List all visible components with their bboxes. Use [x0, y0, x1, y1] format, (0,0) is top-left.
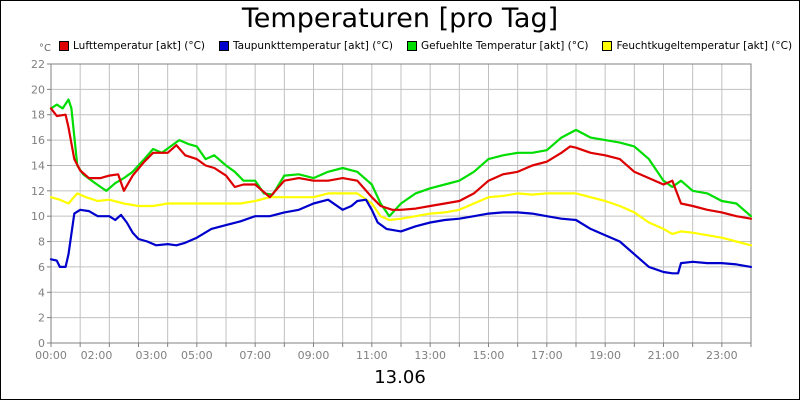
chart-title: Temperaturen [pro Tag] — [241, 3, 559, 34]
legend-label-taupunkttemperatur: Taupunkttemperatur [akt] (°C) — [233, 40, 393, 52]
y-tick-label: 2 — [38, 312, 45, 325]
x-tick-label: 19:00 — [589, 349, 621, 362]
legend-label-feuchtkugeltemperatur: Feuchtkugeltemperatur [akt] (°C) — [616, 40, 793, 52]
legend-swatch-taupunkttemperatur — [219, 41, 229, 51]
legend-item-gefuehlte-temperatur: Gefuehlte Temperatur [akt] (°C) — [406, 40, 589, 52]
series-line-taupunkttemperatur — [49, 198, 753, 275]
legend-swatch-gefuehlte-temperatur — [406, 41, 417, 51]
x-tick-label: 11:00 — [356, 349, 388, 362]
y-tick-label: 0 — [38, 337, 45, 350]
x-tick-label: 21:00 — [648, 349, 680, 362]
legend: Lufttemperatur [akt] (°C) Taupunkttemper… — [59, 39, 800, 53]
x-axis-date-label: 13.06 — [374, 367, 426, 388]
series-line-feuchtkugeltemperatur — [49, 192, 753, 247]
plot-frame — [50, 63, 752, 344]
x-tick-label: 07:00 — [239, 349, 271, 362]
y-tick-label: 12 — [31, 185, 45, 198]
legend-item-taupunkttemperatur: Taupunkttemperatur [akt] (°C) — [219, 40, 393, 52]
legend-item-feuchtkugeltemperatur: Feuchtkugeltemperatur [akt] (°C) — [602, 40, 792, 52]
x-tick-label: 00:00 — [35, 349, 67, 362]
x-tick-label: 03:00 — [136, 349, 168, 362]
x-tick-label: 17:00 — [531, 349, 563, 362]
legend-swatch-lufttemperatur — [59, 41, 69, 51]
legend-item-lufttemperatur: Lufttemperatur [akt] (°C) — [59, 40, 205, 52]
y-tick-label: 10 — [31, 210, 45, 223]
legend-swatch-feuchtkugeltemperatur — [602, 41, 613, 51]
x-tick-label: 15:00 — [473, 349, 505, 362]
x-tick-label: 13:00 — [414, 349, 446, 362]
y-tick-label: 22 — [31, 58, 45, 71]
x-tick-label: 02:00 — [81, 349, 113, 362]
y-tick-label: 6 — [38, 261, 45, 274]
y-tick-label: 16 — [31, 134, 45, 147]
y-axis-unit-label: °C — [39, 43, 51, 54]
y-tick-label: 4 — [38, 286, 45, 299]
y-tick-label: 8 — [38, 236, 45, 249]
x-tick-label: 23:00 — [706, 349, 738, 362]
y-tick-label: 14 — [31, 159, 45, 172]
legend-label-lufttemperatur: Lufttemperatur [akt] (°C) — [73, 40, 205, 52]
series-line-gefuehlte — [49, 98, 753, 218]
x-tick-label: 05:00 — [181, 349, 213, 362]
series-line-lufttemperatur — [49, 107, 753, 220]
y-tick-label: 18 — [31, 109, 45, 122]
y-tick-label: 20 — [31, 83, 45, 96]
x-tick-label: 09:00 — [298, 349, 330, 362]
legend-label-gefuehlte-temperatur: Gefuehlte Temperatur [akt] (°C) — [420, 40, 589, 52]
